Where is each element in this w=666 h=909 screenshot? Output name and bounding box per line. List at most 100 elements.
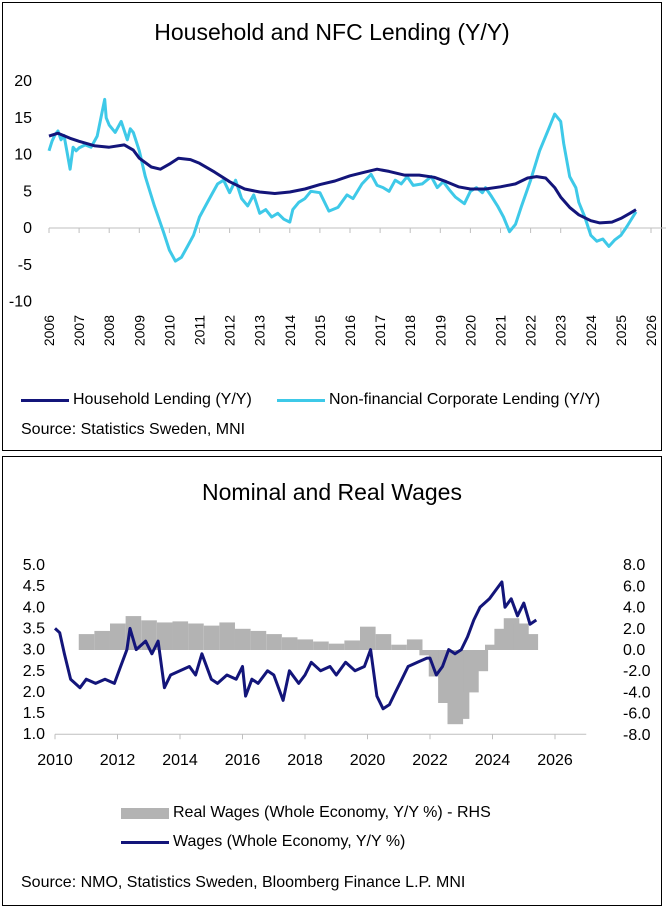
- x-tick-label: 2011: [192, 315, 208, 345]
- x-tick-label: 2021: [493, 315, 509, 346]
- real-wages-bar: [419, 650, 435, 656]
- y-left-tick-label: 2.0: [23, 684, 45, 701]
- real-wages-bar: [235, 628, 251, 650]
- x-tick-label: 2024: [583, 315, 599, 346]
- x-tick-label: 2026: [537, 752, 573, 769]
- wages-chart-plot: 5.0 4.5 4.0 3.5 3.0 2.5 2.0 1.5 1.0 8.0 6.0 4.0 2.0 0…: [23, 557, 651, 769]
- x-tick-label: 2014: [282, 315, 298, 346]
- y-right-tick-label: -6.0: [623, 706, 651, 723]
- y-left-tick-label: 4.5: [23, 578, 45, 595]
- real-wages-bar: [344, 640, 360, 650]
- legend-wages: Wages (Whole Economy, Y/Y %): [121, 833, 405, 851]
- x-tick-label: 2020: [350, 752, 386, 769]
- x-tick-label: 2012: [222, 315, 238, 346]
- wages-chart-panel: Nominal and Real Wages 5.0 4.5 4.0 3.5 3.0 2.…: [2, 456, 662, 906]
- x-tick-label: 2015: [312, 315, 328, 346]
- legend-swatch-nfc: [277, 398, 325, 402]
- real-wages-bar: [94, 630, 110, 650]
- real-wages-bar: [172, 621, 189, 650]
- y-right-tick-label: -2.0: [623, 663, 651, 680]
- legend-label: Real Wages (Whole Economy, Y/Y %) - RHS: [173, 804, 491, 821]
- x-tick-label: 2017: [372, 315, 388, 346]
- legend-label: Household Lending (Y/Y): [73, 391, 252, 408]
- real-wages-bar: [472, 650, 489, 672]
- real-wages-bar: [406, 639, 423, 650]
- real-wages-bar: [297, 639, 314, 650]
- real-wages-bar: [156, 622, 173, 650]
- real-wages-bar: [266, 634, 282, 650]
- lending-chart-panel: Household and NFC Lending (Y/Y) 20 15 10 5 0…: [2, 2, 666, 451]
- y-right-tick-label: -8.0: [623, 727, 651, 744]
- y-left-tick-label: 2.5: [23, 663, 45, 680]
- y-left-tick-label: 1.5: [23, 705, 45, 722]
- real-wages-bar: [375, 634, 392, 650]
- series-line-household-lending: [48, 131, 637, 225]
- x-tick-label: 2006: [41, 315, 57, 346]
- series-line-nfc-lending: [47, 97, 638, 263]
- x-tick-label: 2018: [402, 315, 418, 346]
- real-wages-bar: [188, 623, 204, 650]
- real-wages-bar: [360, 626, 376, 650]
- x-tick-label: 2009: [131, 315, 147, 346]
- y-tick-label: -5: [18, 257, 32, 274]
- y-tick-label: 15: [14, 110, 32, 127]
- x-tick-label: 2014: [162, 752, 198, 769]
- real-wages-bar: [328, 643, 345, 650]
- x-tick-label: 2020: [462, 315, 478, 346]
- legend-household-lending: Household Lending (Y/Y): [21, 391, 252, 409]
- y-right-tick-label: 6.0: [623, 578, 645, 595]
- y-tick-label: 5: [23, 183, 32, 200]
- x-tick-label: 2007: [71, 315, 87, 346]
- x-tick-label: 2012: [100, 752, 136, 769]
- real-wages-bar: [391, 644, 407, 650]
- y-right-tick-label: 2.0: [623, 621, 645, 638]
- y-left-tick-label: 3.5: [23, 620, 45, 637]
- legend-label: Non-financial Corporate Lending (Y/Y): [329, 391, 601, 408]
- y-tick-label: 20: [14, 73, 32, 90]
- series-line-wages: [53, 580, 538, 711]
- x-tick-label: 2025: [613, 315, 629, 346]
- real-wages-bar: [78, 634, 95, 650]
- legend-real-wages: Real Wages (Whole Economy, Y/Y %) - RHS: [121, 804, 491, 822]
- legend-swatch-wages: [121, 840, 169, 844]
- chart-title: Nominal and Real Wages: [202, 479, 462, 505]
- real-wages-bar: [219, 622, 235, 650]
- real-wages-bar: [110, 623, 126, 650]
- y-right-tick-label: -4.0: [623, 684, 651, 701]
- y-tick-label: 10: [14, 147, 32, 164]
- legend-swatch-household: [21, 398, 69, 402]
- x-tick-label: 2024: [475, 752, 511, 769]
- x-tick-label: 2018: [287, 752, 323, 769]
- real-wages-bar: [522, 634, 539, 650]
- real-wages-bar: [313, 641, 329, 650]
- x-tick-label: 2010: [161, 315, 177, 346]
- x-tick-label: 2022: [412, 752, 448, 769]
- y-left-tick-label: 4.0: [23, 599, 45, 616]
- source-note: Source: Statistics Sweden, MNI: [21, 421, 246, 438]
- x-tick-label: 2016: [342, 315, 358, 346]
- y-tick-label: 0: [23, 220, 32, 237]
- x-tick-label: 2023: [553, 315, 569, 346]
- x-tick-label: 2026: [643, 315, 659, 346]
- y-right-tick-label: 0.0: [623, 642, 645, 659]
- y-left-tick-label: 5.0: [23, 557, 45, 574]
- legend-nfc-lending: Non-financial Corporate Lending (Y/Y): [277, 391, 600, 409]
- chart-title: Household and NFC Lending (Y/Y): [154, 19, 510, 45]
- y-right-tick-label: 4.0: [623, 600, 645, 617]
- real-wages-bar: [250, 630, 267, 650]
- y-right-tick-label: 8.0: [623, 557, 645, 574]
- real-wages-bar: [203, 625, 220, 650]
- x-tick-label: 2022: [523, 315, 539, 346]
- y-left-tick-label: 3.0: [23, 642, 45, 659]
- y-left-tick-label: 1.0: [23, 726, 45, 743]
- legend-label: Wages (Whole Economy, Y/Y %): [173, 833, 406, 850]
- x-tick-label: 2008: [101, 315, 117, 346]
- x-tick-label: 2013: [252, 315, 268, 346]
- x-tick-label: 2019: [432, 315, 448, 346]
- real-wages-bar: [485, 644, 501, 650]
- x-tick-label: 2016: [225, 752, 261, 769]
- y-tick-label: -10: [9, 294, 32, 311]
- source-note: Source: NMO, Statistics Sweden, Bloomber…: [21, 874, 466, 891]
- legend-swatch-real-wages: [121, 807, 169, 819]
